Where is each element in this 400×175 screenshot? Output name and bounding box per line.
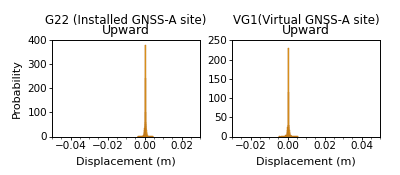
Text: Upward: Upward [102,24,150,37]
X-axis label: Displacement (m): Displacement (m) [76,157,176,167]
X-axis label: Displacement (m): Displacement (m) [256,157,356,167]
Text: Upward: Upward [282,24,330,37]
Title: G22 (Installed GNSS-A site): G22 (Installed GNSS-A site) [45,14,207,27]
Title: VG1(Virtual GNSS-A site): VG1(Virtual GNSS-A site) [233,14,379,27]
Y-axis label: Probability: Probability [12,59,22,118]
